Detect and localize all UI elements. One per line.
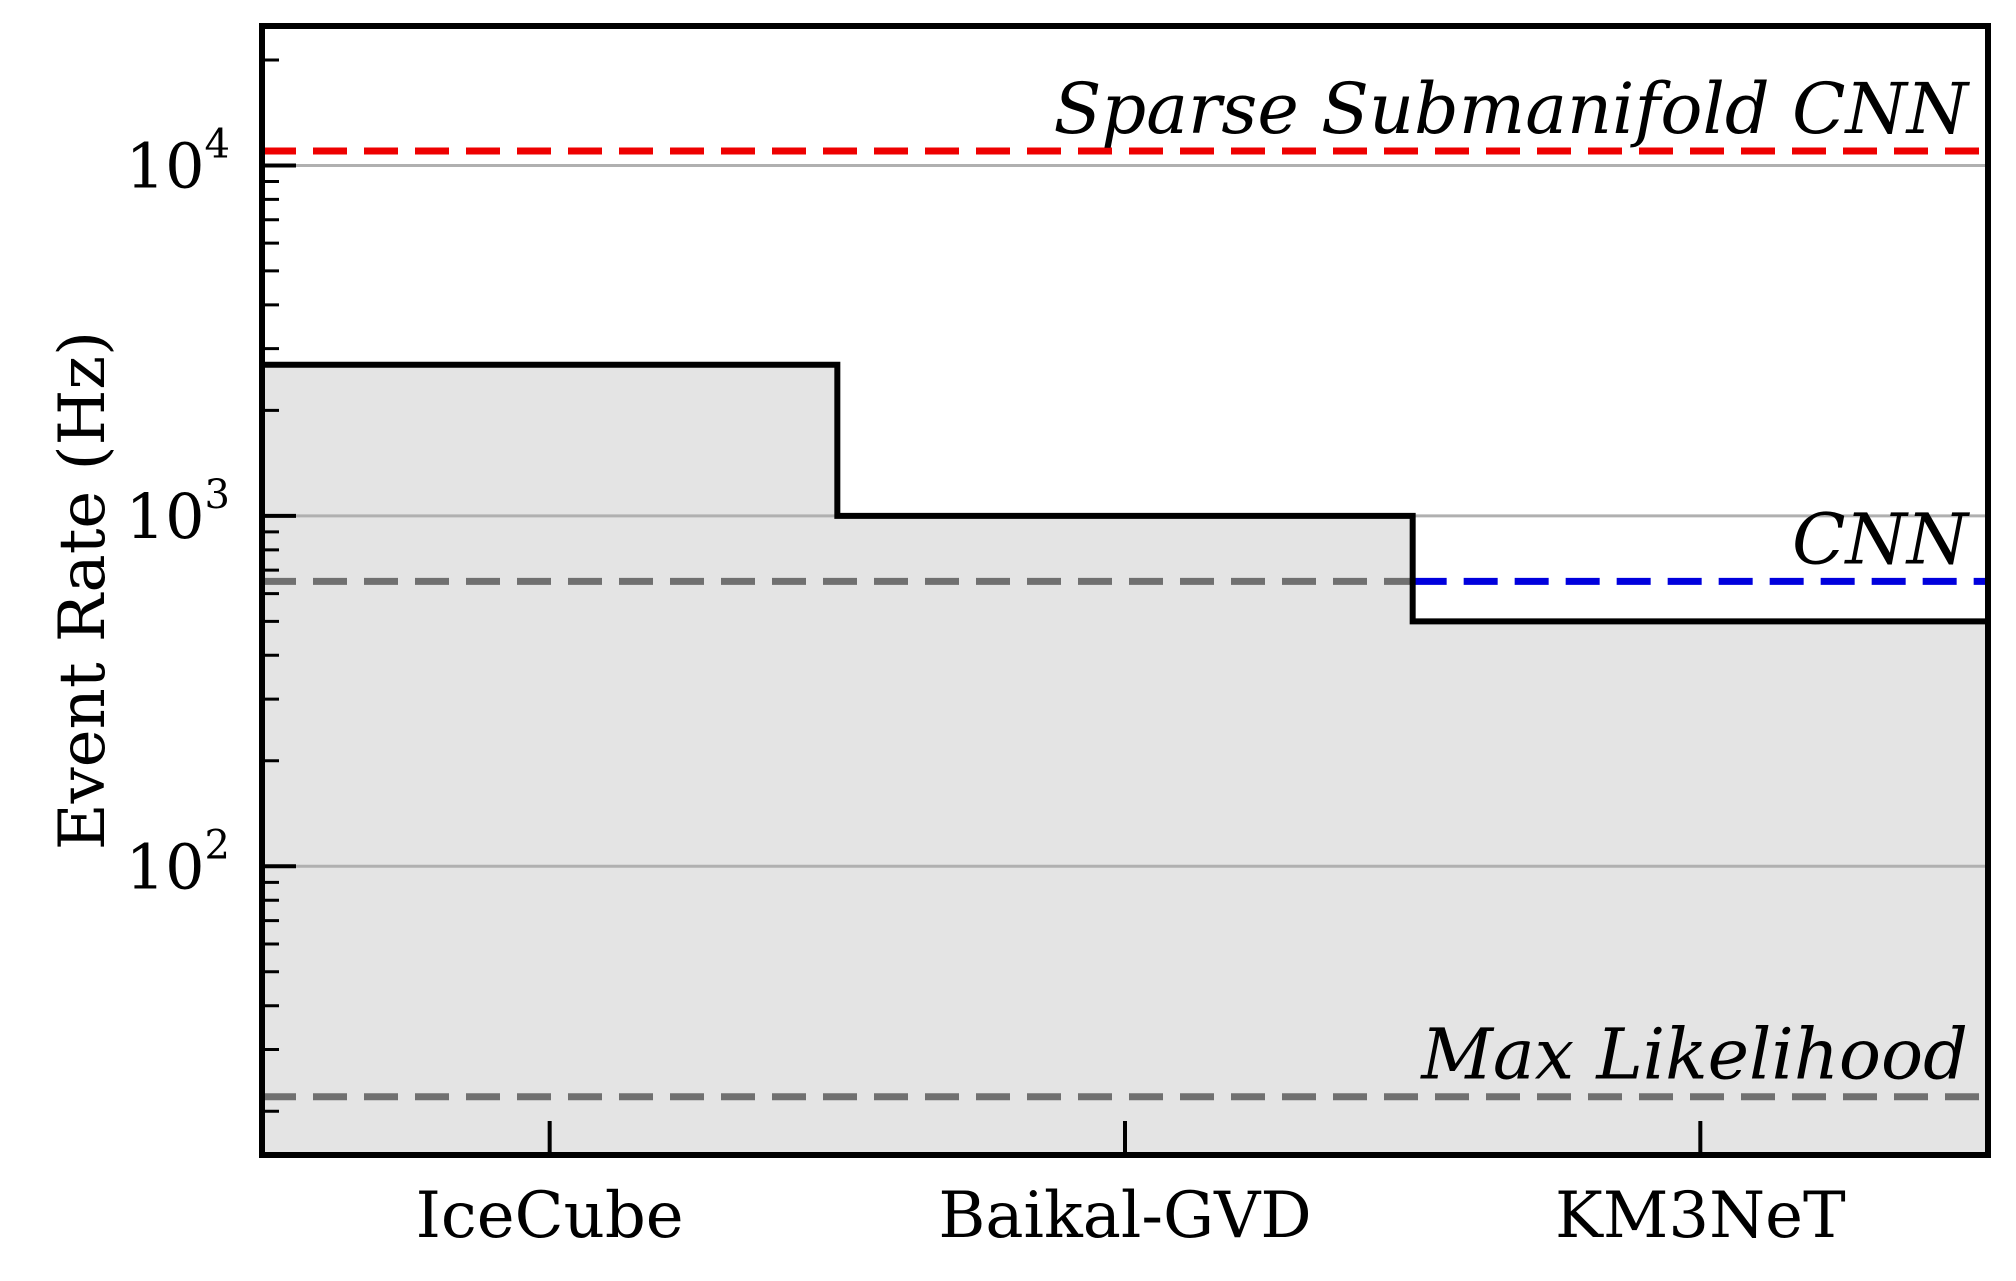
y-tick-label: 102 [126,822,230,903]
x-tick-label: IceCube [416,1179,684,1253]
reference-line-label: Sparse Submanifold CNN [1053,68,1970,150]
x-tick-label: Baikal-GVD [938,1179,1311,1253]
step-line [262,361,1988,625]
reference-lines-layer [262,147,1988,1101]
filled-area [262,364,1988,1155]
reference-line-label: CNN [1792,498,1971,580]
x-tick-label: KM3NeT [1555,1179,1846,1253]
plot-frame [259,23,1991,1158]
reference-line-label: Max Likelihood [1419,1014,1968,1096]
y-axis-label: Event Rate (Hz) [46,331,120,850]
step-line-layer [262,361,1988,625]
y-tick-label: 104 [126,121,230,202]
y-tick-label: 103 [126,472,230,553]
filled-area-layer [262,364,1988,1155]
labels-layer: Event Rate (Hz) Sparse Submanifold CNN CN… [46,68,1971,1253]
